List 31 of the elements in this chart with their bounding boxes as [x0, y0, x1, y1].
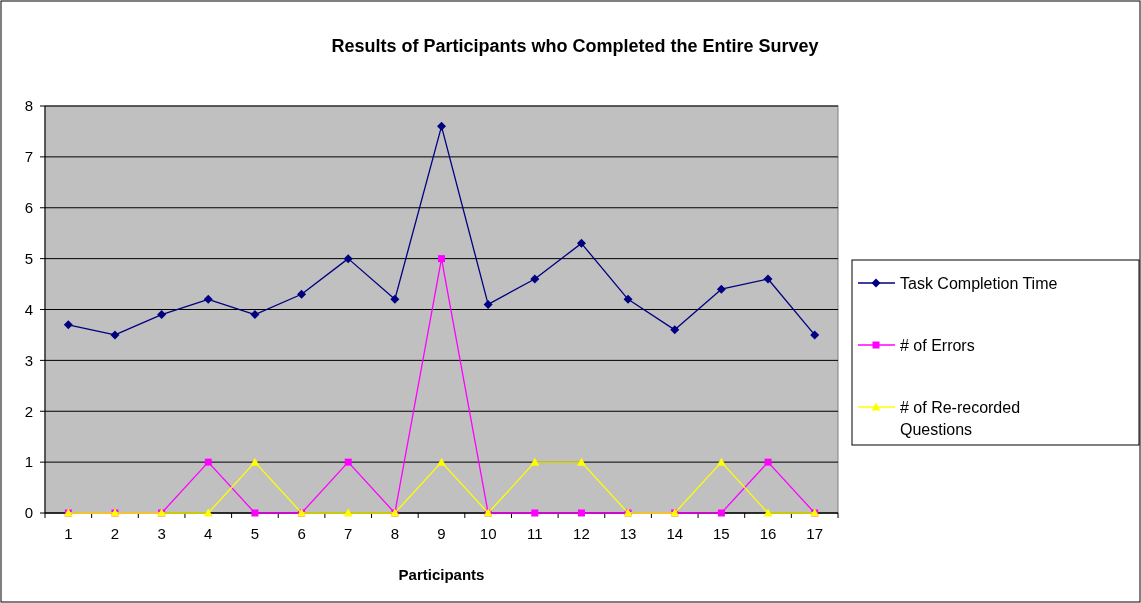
x-tick-label: 16: [759, 525, 777, 542]
x-tick-label: 5: [250, 525, 260, 542]
x-tick-label: 4: [204, 525, 213, 542]
y-tick-label: 8: [24, 97, 33, 115]
x-tick-label: 12: [573, 525, 590, 542]
x-axis-title: Participants: [398, 566, 485, 583]
x-tick-label: 6: [297, 525, 306, 542]
x-tick-label: 9: [437, 525, 446, 542]
x-tick-label: 15: [713, 525, 730, 542]
x-tick-label: 3: [157, 525, 166, 542]
x-tick-label: 2: [110, 525, 120, 542]
x-tick-label: 10: [479, 525, 497, 542]
x-tick-label: 1: [64, 525, 73, 542]
y-tick-label: 1: [24, 453, 33, 471]
y-tick-label: 5: [24, 249, 33, 267]
x-tick-label: 14: [666, 525, 684, 542]
y-tick-label: 3: [24, 351, 33, 369]
y-tick-label: 0: [24, 504, 33, 522]
legend-label: Task Completion Time: [900, 274, 1058, 292]
y-tick-label: 7: [24, 148, 33, 166]
chart-title: Results of Participants who Completed the Entire Survey: [331, 36, 819, 56]
x-tick-label: 8: [390, 525, 400, 542]
x-tick-label: 7: [344, 525, 353, 542]
x-tick-label: 11: [527, 525, 543, 542]
x-tick-label: 17: [806, 525, 824, 542]
legend-label: # of Re-recorded Questions: [900, 398, 1021, 438]
x-tick-label: 13: [619, 525, 637, 542]
y-tick-label: 4: [24, 300, 33, 318]
y-tick-label: 6: [24, 199, 33, 216]
y-tick-label: 2: [24, 402, 33, 420]
legend-label: # of Errors: [900, 336, 975, 354]
